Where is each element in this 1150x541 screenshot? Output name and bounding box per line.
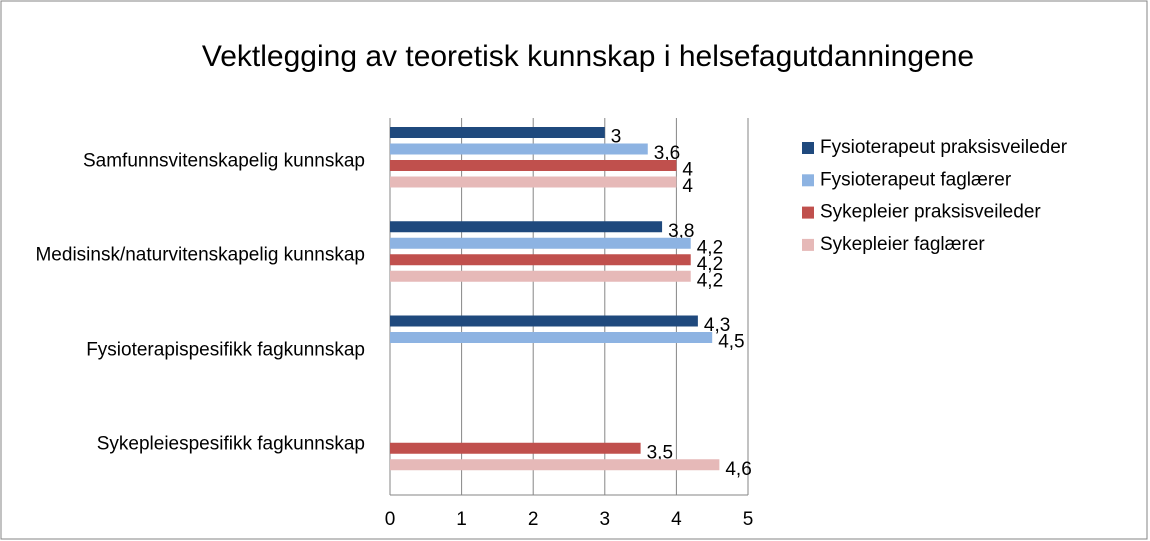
value-label: 3,8: [668, 221, 694, 242]
value-label: 4,3: [704, 315, 730, 336]
value-label: 3: [611, 127, 622, 148]
bar: [390, 237, 691, 249]
bar: [390, 176, 677, 188]
value-label: 3,5: [647, 442, 673, 463]
value-label: 4,6: [725, 459, 751, 480]
bar: [390, 221, 663, 233]
legend-swatch: [802, 142, 814, 154]
bar: [390, 459, 720, 471]
legend-swatch: [802, 174, 814, 187]
x-tick-label: 3: [600, 509, 611, 530]
x-tick-label: 5: [743, 509, 754, 530]
legend-swatch: [802, 206, 814, 219]
x-tick-label: 1: [456, 509, 467, 530]
value-label: 4: [682, 176, 693, 197]
y-tick-label: Samfunnsvitenskapelig kunnskap: [82, 150, 365, 172]
bar: [390, 442, 641, 454]
legend-label: Sykepleier faglærer: [820, 234, 985, 255]
value-label: 4,2: [697, 254, 723, 275]
y-tick-label: Sykepleiespesifikk fagkunnskap: [96, 433, 365, 455]
y-tick-label: Medisinsk/naturvitenskapelig kunnskap: [35, 244, 365, 266]
x-tick-label: 2: [528, 509, 539, 530]
legend-label: Fysioterapeut praksisveileder: [820, 137, 1068, 158]
x-tick-label: 4: [671, 509, 682, 530]
bar: [390, 143, 648, 155]
legend-label: Sykepleier praksisveileder: [820, 202, 1041, 223]
value-label: 4,2: [697, 270, 723, 291]
bar: [390, 127, 605, 138]
y-tick-label: Fysioterapispesifikk fagkunnskap: [86, 339, 365, 361]
bar: [390, 315, 698, 327]
value-label: 4: [682, 160, 693, 181]
legend-label: Fysioterapeut faglærer: [820, 169, 1012, 190]
value-label: 4,5: [718, 332, 744, 353]
bar: [390, 270, 691, 282]
x-tick-label: 0: [385, 509, 396, 530]
chart-title: Vektlegging av teoretisk kunnskap i hels…: [202, 40, 974, 73]
bar: [390, 332, 713, 343]
bar: [390, 160, 677, 171]
value-label: 4,2: [697, 237, 723, 258]
value-label: 3,6: [654, 143, 680, 164]
legend-swatch: [802, 238, 814, 251]
bar: [390, 254, 691, 266]
